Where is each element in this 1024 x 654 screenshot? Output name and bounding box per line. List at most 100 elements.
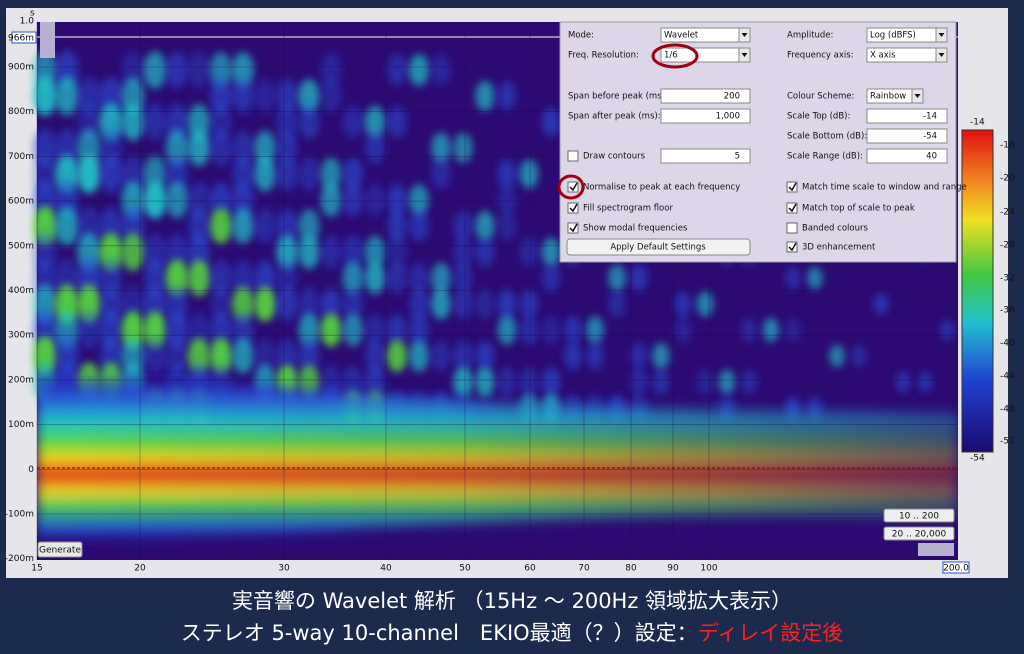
texture-blob <box>475 210 495 242</box>
zoom-control[interactable] <box>918 543 954 556</box>
x-tick-label: 15 <box>31 564 42 574</box>
texture-blob <box>674 291 692 317</box>
input-field[interactable] <box>866 108 948 124</box>
texture-blob <box>342 105 364 139</box>
texture-blob <box>364 339 386 373</box>
texture-blob <box>939 319 955 341</box>
input-field[interactable] <box>660 88 751 104</box>
texture-blob <box>453 132 473 164</box>
texture-blob <box>320 53 342 87</box>
texture-blob <box>187 259 211 297</box>
texture-blob <box>453 340 473 372</box>
texture-blob <box>209 103 233 141</box>
setting-label: Frequency axis: <box>787 51 854 61</box>
texture-blob <box>55 206 79 246</box>
range-button[interactable] <box>883 526 955 541</box>
colorbar-label: -48 <box>1000 405 1015 415</box>
texture-blob <box>232 52 254 88</box>
texture-blob <box>143 51 167 89</box>
zoom-control[interactable] <box>40 22 55 58</box>
checkbox[interactable] <box>567 222 579 234</box>
texture-blob <box>829 344 845 368</box>
texture-blob <box>431 132 451 164</box>
texture-blob <box>917 371 933 393</box>
texture-blob <box>895 371 911 393</box>
input-field[interactable] <box>866 128 948 144</box>
texture-blob <box>298 234 320 270</box>
checkbox[interactable] <box>786 241 798 253</box>
checkbox[interactable] <box>786 202 798 214</box>
texture-blob <box>209 207 233 245</box>
dropdown-arrow <box>741 53 748 57</box>
input-value: -54 <box>923 132 937 142</box>
checkbox[interactable] <box>567 150 579 162</box>
texture-blob <box>143 181 167 219</box>
checkbox[interactable] <box>786 181 798 193</box>
spectrogram-band <box>37 370 958 545</box>
y-tick-label: 900m <box>8 63 34 73</box>
texture-blob <box>630 368 648 396</box>
texture-blob <box>187 51 211 89</box>
texture-blob <box>232 78 254 114</box>
input-field[interactable] <box>660 148 751 164</box>
texture-blob <box>608 290 626 318</box>
colorbar-label: -24 <box>1000 208 1015 218</box>
texture-blob <box>254 130 276 166</box>
texture-blob <box>143 259 167 297</box>
texture-blob <box>77 154 101 194</box>
x-tick-label: 50 <box>459 564 471 574</box>
default-button[interactable] <box>566 238 751 256</box>
checkbox[interactable] <box>786 222 798 234</box>
colorbar-label: -52 <box>1000 437 1015 447</box>
range-button[interactable] <box>883 508 955 523</box>
texture-blob <box>497 185 517 215</box>
setting-label: Mode: <box>568 31 594 41</box>
checkbox[interactable] <box>567 181 579 193</box>
texture-blob <box>320 79 342 113</box>
texture-blob <box>276 208 298 244</box>
texture-blob <box>409 288 429 320</box>
setting-label: Banded colours <box>802 224 868 234</box>
texture-blob <box>364 183 386 217</box>
texture-blob <box>807 266 823 290</box>
texture-blob <box>342 287 364 321</box>
texture-blob <box>121 155 145 193</box>
texture-blob <box>187 129 211 167</box>
colorbar-label: -36 <box>1000 306 1015 316</box>
texture-blob <box>276 234 298 270</box>
texture-blob <box>276 104 298 140</box>
dropdown-arrow <box>938 33 945 37</box>
checkbox[interactable] <box>567 202 579 214</box>
x-tick-label: 30 <box>278 564 290 574</box>
texture-blob <box>475 80 495 112</box>
texture-blob <box>541 367 561 397</box>
generate-button[interactable] <box>37 541 83 558</box>
input-field[interactable] <box>660 108 751 124</box>
input-field[interactable] <box>866 148 948 164</box>
cursor-box <box>11 31 37 44</box>
texture-blob <box>320 183 342 217</box>
texture-blob <box>121 51 145 89</box>
setting-label: Amplitude: <box>787 31 833 41</box>
y-tick-label: 1.0 <box>20 17 35 27</box>
texture-blob <box>696 291 714 317</box>
texture-blob <box>541 315 561 345</box>
texture-blob <box>209 51 233 89</box>
texture-blob <box>541 107 561 137</box>
texture-blob <box>276 286 298 322</box>
texture-blob <box>497 315 517 345</box>
texture-blob <box>409 340 429 372</box>
texture-blob <box>276 156 298 192</box>
texture-blob <box>342 183 364 217</box>
check-mark <box>569 182 578 192</box>
texture-blob <box>586 342 604 370</box>
texture-blob <box>563 315 583 345</box>
texture-blob <box>121 77 145 115</box>
texture-blob <box>232 182 254 218</box>
texture-blob <box>364 365 386 399</box>
texture-blob <box>497 367 517 397</box>
x-end-label: 200.0 <box>943 564 969 574</box>
texture-blob <box>541 263 561 293</box>
texture-blob <box>409 184 429 216</box>
